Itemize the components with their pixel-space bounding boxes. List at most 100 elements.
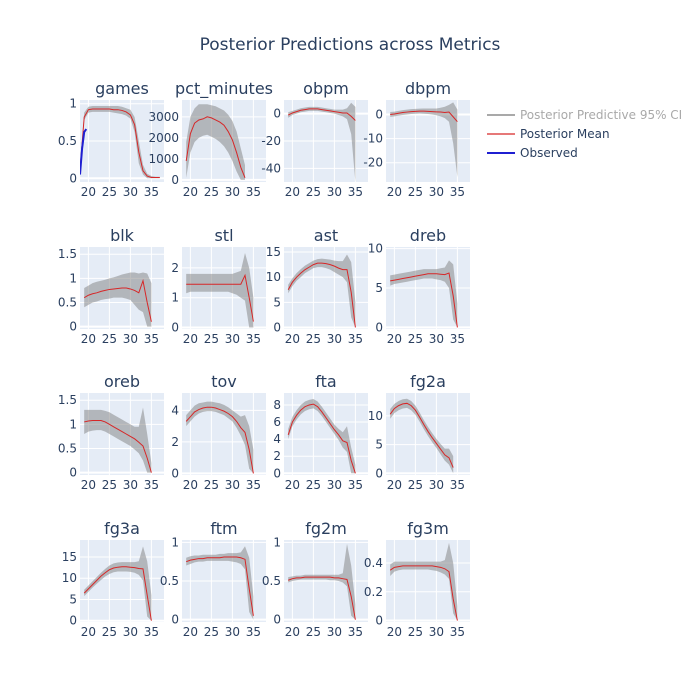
x-tick-label: 30 — [225, 332, 240, 346]
x-tick-label: 35 — [246, 625, 261, 639]
x-tick-label: 20 — [183, 625, 198, 639]
x-tick-label: 25 — [408, 625, 423, 639]
legend-ci-label: Posterior Predictive 95% CI — [520, 108, 682, 122]
ci-band — [84, 272, 152, 327]
panel-title: dbpm — [405, 79, 451, 98]
posterior-mean-line — [83, 566, 152, 621]
panel-plot-area — [83, 546, 152, 621]
ci-band — [288, 102, 356, 182]
legend-item-mean[interactable]: Posterior Mean — [487, 127, 610, 141]
x-tick-label: 25 — [204, 185, 219, 199]
panel-fg3m: 20 25 30 35 0 0.2 0.4 fg3m — [364, 519, 470, 639]
x-tick-label: 25 — [306, 332, 321, 346]
y-tick-label: 0 — [375, 466, 383, 480]
panel-title: stl — [214, 226, 233, 245]
y-tick-label: 0 — [171, 613, 179, 627]
panel-fg3a: 20 25 30 35 0 5 10 15 fg3a — [62, 519, 164, 639]
y-tick-label: 0 — [273, 107, 281, 121]
x-tick-label: 35 — [348, 332, 363, 346]
x-tick-label: 35 — [144, 478, 159, 492]
y-tick-label: 1.5 — [58, 393, 77, 407]
y-tick-label: 0 — [375, 107, 383, 121]
posterior-mean-line — [84, 419, 152, 473]
panel-ftm: 20 25 30 35 0 0.5 1 ftm — [160, 519, 266, 639]
x-tick-label: 25 — [102, 332, 117, 346]
y-tick-label: 0.5 — [58, 441, 77, 455]
legend-item-observed[interactable]: Observed — [487, 146, 578, 160]
y-tick-label: 0.5 — [262, 574, 281, 588]
x-tick-label: 30 — [327, 332, 342, 346]
x-tick-label: 35 — [246, 185, 261, 199]
y-tick-label: 2 — [273, 449, 281, 463]
y-tick-label: 0 — [69, 171, 77, 185]
y-tick-label: -20 — [261, 134, 281, 148]
x-tick-label: 30 — [327, 625, 342, 639]
x-tick-label: 20 — [285, 625, 300, 639]
y-tick-label: 2 — [171, 435, 179, 449]
posterior-mean-line — [186, 556, 254, 616]
x-tick-label: 20 — [387, 478, 402, 492]
x-tick-label: 25 — [306, 625, 321, 639]
y-tick-label: 10 — [368, 409, 383, 423]
ci-band — [186, 104, 245, 180]
panel-title: obpm — [303, 79, 349, 98]
ci-band — [80, 105, 160, 179]
panel-plot-area — [186, 546, 254, 620]
y-tick-label: 0.2 — [364, 585, 383, 599]
y-tick-label: 0 — [69, 614, 77, 628]
ci-band — [288, 398, 356, 474]
x-tick-label: 20 — [387, 185, 402, 199]
y-tick-label: 15 — [62, 550, 77, 564]
x-tick-label: 35 — [246, 332, 261, 346]
x-tick-label: 35 — [450, 185, 465, 199]
panel-pct_minutes: 20 25 30 35 0 1000 2000 3000 pct_minutes — [148, 79, 273, 199]
legend-mean-label: Posterior Mean — [520, 127, 610, 141]
y-tick-label: 8 — [273, 398, 281, 412]
x-tick-label: 35 — [144, 625, 159, 639]
y-tick-label: 1 — [171, 291, 179, 305]
posterior-mean-line — [287, 403, 356, 474]
y-tick-label: 1 — [171, 535, 179, 549]
panel-title: pct_minutes — [175, 79, 273, 99]
ci-band — [390, 260, 458, 328]
x-tick-label: 30 — [225, 478, 240, 492]
ci-band — [390, 542, 458, 621]
panel-plot-area — [186, 252, 254, 328]
x-tick-label: 35 — [348, 185, 363, 199]
panel-dbpm: 20 25 30 35 -20 -10 0 dbpm — [363, 79, 470, 199]
panel-blk: 20 25 30 35 0 0.5 1 1.5 blk — [58, 226, 164, 346]
panel-title: tov — [211, 372, 237, 391]
legend-item-ci[interactable]: Posterior Predictive 95% CI — [487, 108, 682, 122]
panel-obpm: 20 25 30 35 -40 -20 0 obpm — [261, 79, 368, 199]
x-tick-label: 35 — [450, 478, 465, 492]
panel-plot-area — [80, 105, 160, 179]
y-tick-label: -40 — [261, 161, 281, 175]
panel-plot-area — [185, 104, 246, 180]
y-tick-label: -10 — [363, 132, 383, 146]
y-tick-label: 15 — [266, 245, 281, 259]
x-tick-label: 35 — [450, 625, 465, 639]
panel-plot-area — [287, 398, 356, 474]
ci-band — [186, 252, 254, 328]
y-tick-label: 0.5 — [160, 574, 179, 588]
y-tick-label: 0.5 — [58, 134, 77, 148]
panel-title: fg2m — [305, 519, 347, 538]
x-tick-label: 20 — [81, 185, 96, 199]
x-tick-label: 20 — [387, 332, 402, 346]
panel-title: ftm — [210, 519, 237, 538]
posterior-mean-line — [83, 278, 152, 322]
panel-plot-area — [83, 272, 152, 327]
panel-plot-area — [389, 398, 454, 474]
x-tick-label: 30 — [123, 478, 138, 492]
observed-line — [80, 128, 88, 175]
x-tick-label: 25 — [408, 332, 423, 346]
posterior-mean-line — [185, 406, 254, 474]
y-tick-label: 1 — [69, 417, 77, 431]
x-tick-label: 30 — [327, 185, 342, 199]
x-tick-label: 20 — [81, 478, 96, 492]
posterior-mean-line — [287, 108, 356, 121]
panel-games: 20 25 30 35 0 0.5 1 games — [58, 79, 164, 199]
y-tick-label: 10 — [266, 270, 281, 284]
x-tick-label: 25 — [102, 625, 117, 639]
